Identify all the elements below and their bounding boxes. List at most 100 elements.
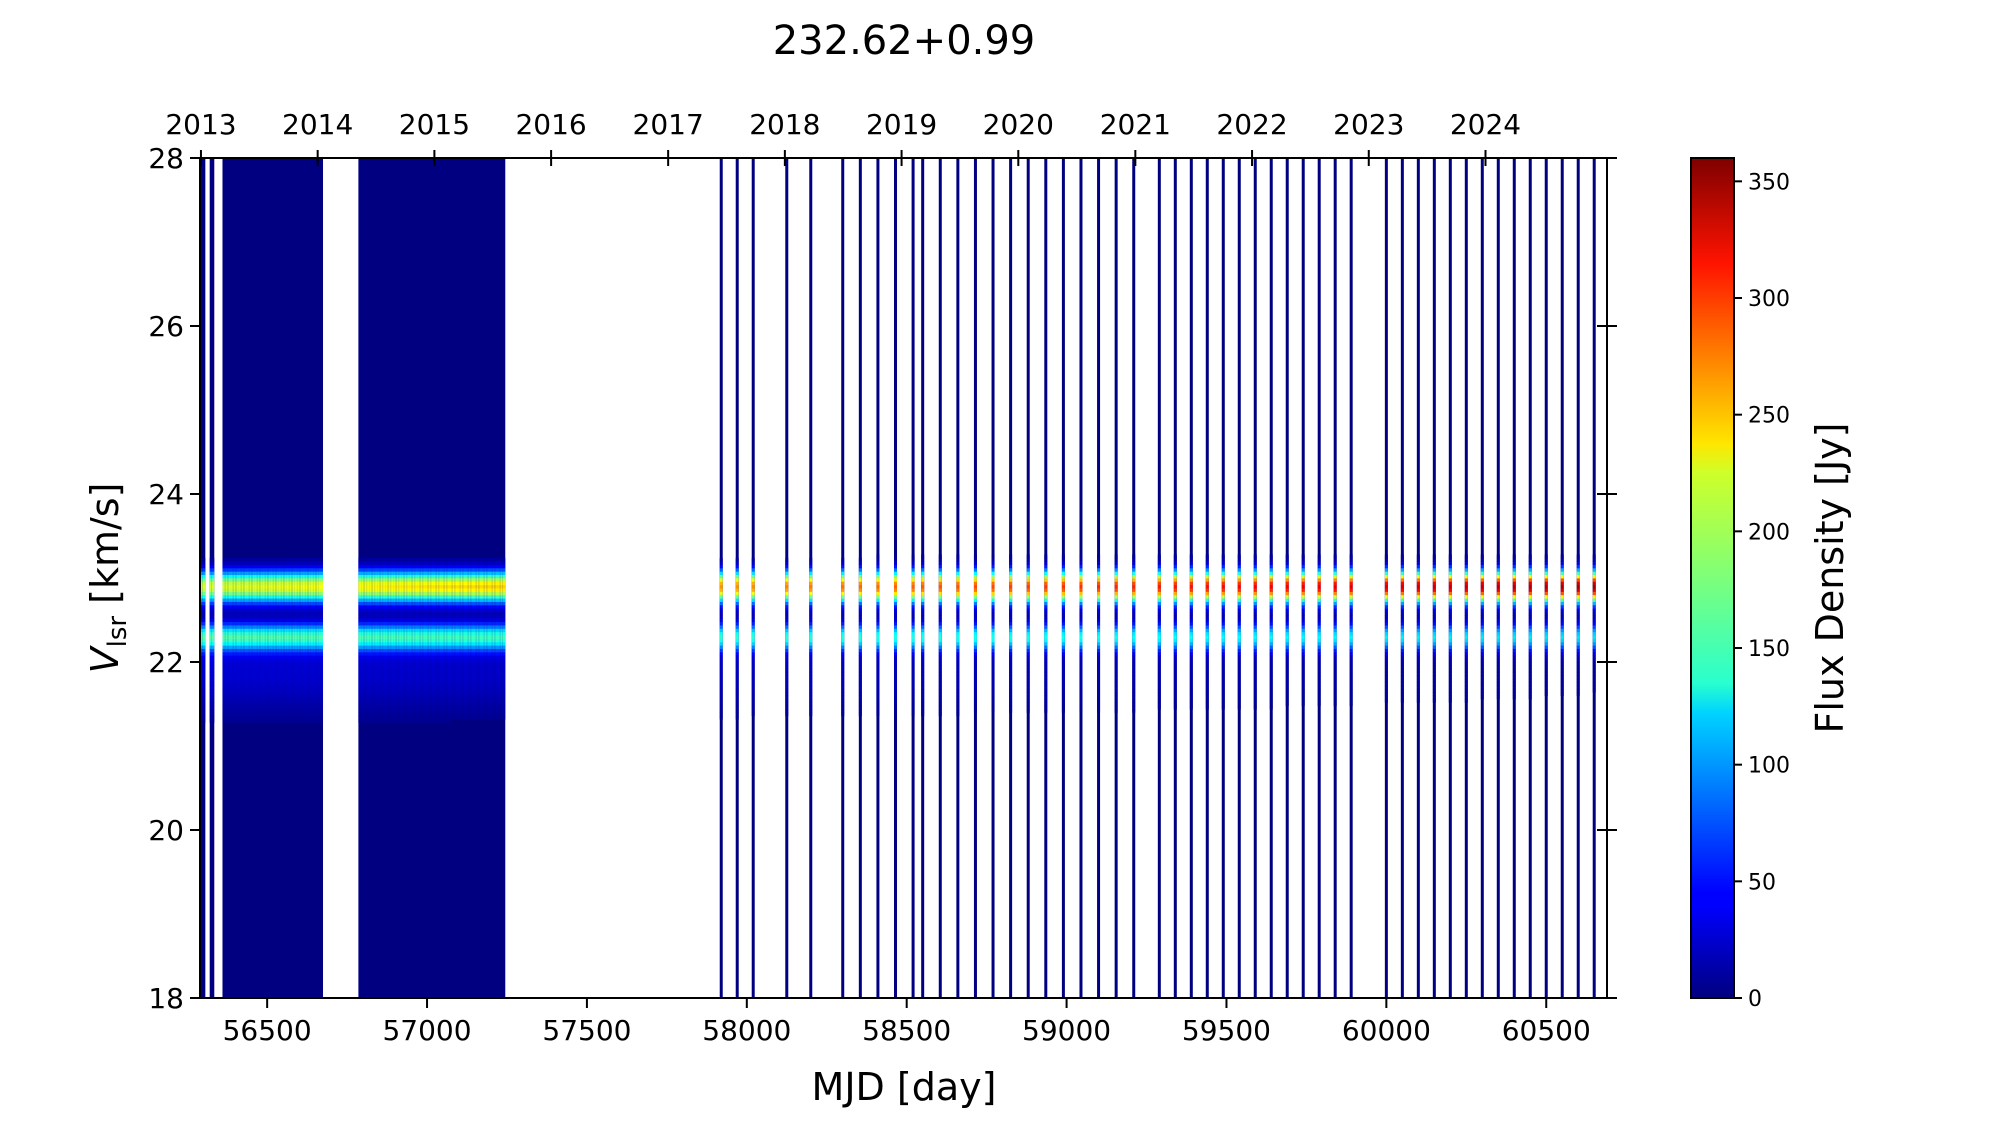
flux-cell <box>396 588 400 592</box>
flux-cell <box>372 688 376 693</box>
flux-cell <box>244 628 248 633</box>
flux-cell <box>390 591 394 596</box>
flux-cell <box>273 668 277 673</box>
flux-cell <box>236 621 240 626</box>
flux-cell <box>251 709 255 713</box>
flux-cell <box>399 628 403 633</box>
flux-cell <box>320 635 324 639</box>
flux-cell <box>284 719 288 723</box>
flux-cell <box>299 611 303 616</box>
flux-cell <box>248 578 252 582</box>
flux-cell <box>284 608 288 612</box>
flux-cell <box>390 625 394 629</box>
flux-cell <box>390 598 394 602</box>
flux-cell <box>300 601 304 606</box>
flux-cell <box>254 705 258 710</box>
flux-cell <box>304 574 308 579</box>
flux-cell <box>259 682 263 686</box>
flux-cell <box>299 571 303 576</box>
flux-cell <box>243 611 247 616</box>
flux-cell <box>320 665 324 670</box>
flux-cell <box>313 715 317 720</box>
flux-cell <box>364 567 368 572</box>
flux-cell <box>228 584 232 589</box>
flux-cell <box>273 604 277 609</box>
flux-cell <box>302 598 306 602</box>
flux-cell <box>363 712 367 717</box>
flux-cell <box>302 628 306 633</box>
flux-cell <box>380 618 384 623</box>
flux-cell <box>222 561 226 565</box>
flux-cell <box>310 675 314 680</box>
flux-cell <box>254 608 258 612</box>
flux-cell <box>222 702 226 707</box>
flux-cell <box>396 578 400 582</box>
flux-cell <box>401 584 405 589</box>
flux-cell <box>302 668 306 673</box>
flux-cell <box>403 675 407 680</box>
flux-cell <box>283 692 287 696</box>
flux-cell <box>398 584 402 589</box>
flux-cell <box>313 695 317 700</box>
flux-cell <box>403 698 407 703</box>
flux-cell <box>374 658 378 663</box>
flux-cell <box>292 625 296 629</box>
flux-cell <box>268 588 272 592</box>
flux-cell <box>398 702 402 707</box>
flux-cell <box>310 658 314 663</box>
flux-cell <box>387 675 391 680</box>
flux-cell <box>267 581 271 586</box>
flux-cell <box>230 635 234 639</box>
flux-cell <box>388 655 392 660</box>
flux-cell <box>361 638 365 643</box>
flux-cell <box>307 598 311 602</box>
flux-cell <box>307 702 311 707</box>
flux-cell <box>388 621 392 626</box>
flux-cell <box>249 588 253 592</box>
flux-cell <box>375 618 379 623</box>
flux-cell <box>316 702 320 707</box>
flux-cell <box>401 608 405 612</box>
flux-cell <box>359 567 363 572</box>
flux-cell <box>268 561 272 565</box>
flux-cell <box>382 581 386 586</box>
flux-cell <box>313 578 317 582</box>
flux-cell <box>251 682 255 686</box>
flux-cell <box>284 611 288 616</box>
flux-cell <box>225 628 229 633</box>
flux-cell <box>236 611 240 616</box>
flux-cell <box>387 685 391 690</box>
flux-cell <box>228 614 232 619</box>
flux-cell <box>243 662 247 666</box>
flux-cell <box>391 614 395 619</box>
flux-cell <box>308 692 312 696</box>
flux-cell <box>257 638 261 643</box>
flux-cell <box>283 678 287 683</box>
flux-cell <box>276 581 280 586</box>
flux-cell <box>363 608 367 612</box>
flux-cell <box>304 635 308 639</box>
observation-column <box>288 158 292 998</box>
flux-cell <box>294 635 298 639</box>
flux-cell <box>286 665 290 670</box>
flux-cell <box>227 692 231 696</box>
flux-cell <box>300 567 304 572</box>
observation-column <box>291 158 295 998</box>
flux-cell <box>232 688 236 693</box>
flux-cell <box>225 698 229 703</box>
flux-cell <box>224 557 228 562</box>
flux-cell <box>393 658 397 663</box>
flux-cell <box>361 695 365 700</box>
flux-cell <box>302 635 306 639</box>
flux-cell <box>251 601 255 606</box>
flux-cell <box>308 658 312 663</box>
flux-cell <box>278 665 282 670</box>
flux-cell <box>264 665 268 670</box>
flux-cell <box>366 709 370 713</box>
flux-cell <box>288 578 292 582</box>
flux-cell <box>390 614 394 619</box>
flux-cell <box>252 651 256 656</box>
flux-cell <box>296 581 300 586</box>
flux-cell <box>267 692 271 696</box>
observation-column <box>257 158 261 998</box>
